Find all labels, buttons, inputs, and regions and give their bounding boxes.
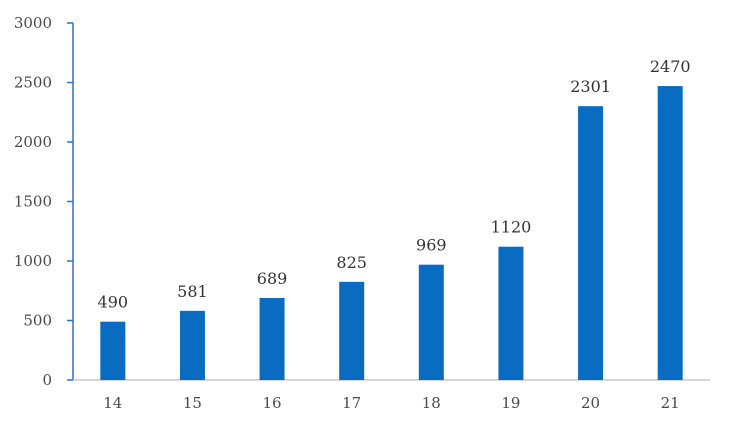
y-axis: 0 500 1000 1500 2000 2500 3000	[14, 14, 74, 389]
data-label-16: 689	[257, 269, 288, 288]
y-tick-label: 2000	[14, 133, 52, 151]
bar-20	[578, 106, 604, 380]
x-tick-label-15: 15	[183, 394, 202, 412]
bar-15	[179, 310, 205, 380]
data-label-14: 490	[98, 293, 129, 312]
x-axis: 14 15 16 17 18 19 20 21	[73, 379, 710, 412]
x-tick-label-17: 17	[342, 394, 361, 412]
x-tick-label-19: 19	[501, 394, 520, 412]
x-tick-label-20: 20	[581, 394, 600, 412]
y-tick-label: 1500	[14, 193, 52, 211]
bar-19	[498, 246, 524, 380]
data-label-18: 969	[416, 236, 447, 255]
data-label-17: 825	[336, 253, 367, 272]
x-tick-label-14: 14	[103, 394, 122, 412]
data-label-15: 581	[177, 282, 208, 301]
bar-21	[657, 86, 683, 380]
bar-16	[259, 298, 285, 380]
y-tick-label: 2500	[14, 74, 52, 92]
data-label-19: 1120	[491, 218, 532, 237]
y-tick-label: 3000	[14, 14, 52, 32]
bar-17	[339, 281, 365, 380]
data-label-21: 2470	[650, 57, 691, 76]
data-label-20: 2301	[570, 77, 611, 96]
bar-series	[100, 86, 683, 380]
x-tick-label-21: 21	[661, 394, 680, 412]
bar-14	[100, 321, 126, 380]
y-tick-label: 1000	[14, 252, 52, 270]
y-tick-label: 0	[42, 371, 52, 389]
y-tick-label: 500	[23, 312, 52, 330]
x-tick-label-16: 16	[263, 394, 282, 412]
data-labels: 490 581 689 825 969 1120 2301 2470	[98, 57, 691, 312]
bar-18	[418, 264, 444, 380]
x-tick-label-18: 18	[422, 394, 441, 412]
